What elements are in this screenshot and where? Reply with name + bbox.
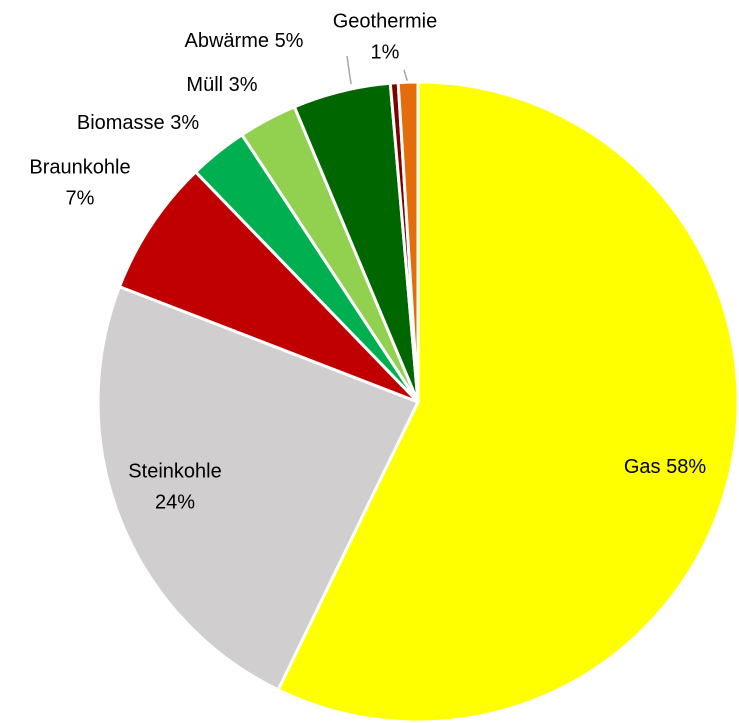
leader-line <box>346 55 352 85</box>
pie-slice <box>96 284 421 692</box>
slice-label: Braunkohle <box>29 156 130 178</box>
slice-value-label: 1% <box>371 41 400 63</box>
pie-slice <box>276 80 739 723</box>
slice-label: Müll 3% <box>186 74 257 96</box>
slice-value-label: 24% <box>155 491 195 513</box>
slice-name: Abwärme <box>185 30 269 52</box>
slice-name: Müll <box>186 74 223 96</box>
slice-value-label: 3% <box>170 112 199 134</box>
slice-label: Geothermie <box>333 10 438 32</box>
pie-slice <box>117 169 420 404</box>
slice-label: Abwärme 5% <box>185 30 304 52</box>
slice-value-label: 58% <box>666 456 706 478</box>
slice-label: Steinkohle <box>128 460 221 482</box>
slice-value-label: 7% <box>66 187 95 209</box>
slice-label: Gas 58% <box>624 456 706 478</box>
slice-value-label: 5% <box>275 30 304 52</box>
slice-name: Biomasse <box>77 112 165 134</box>
slice-label: Biomasse 3% <box>77 112 199 134</box>
pie-slice <box>396 80 420 403</box>
slice-value-label: 3% <box>229 74 258 96</box>
slice-name: Gas <box>624 456 661 478</box>
